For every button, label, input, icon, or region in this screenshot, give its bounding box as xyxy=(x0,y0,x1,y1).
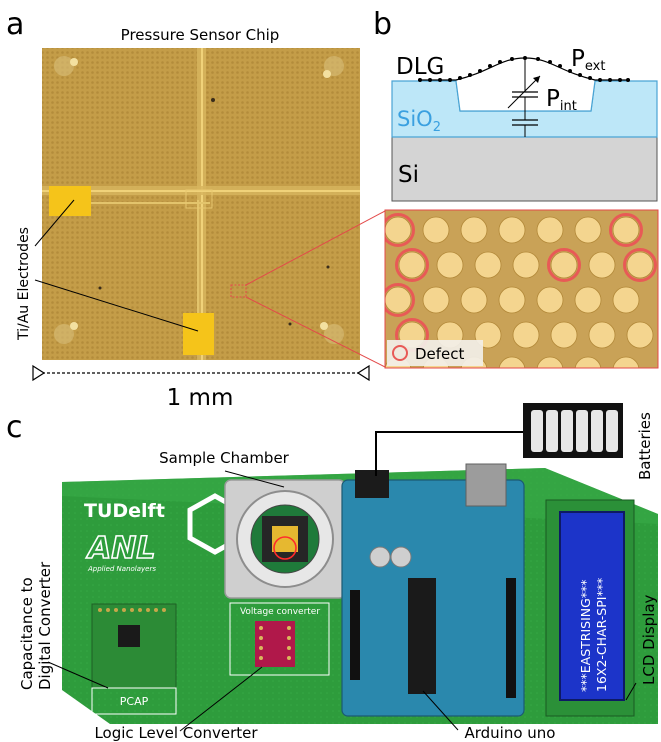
lcd-line1: ***EASTRISING*** xyxy=(578,579,593,692)
cavity xyxy=(536,216,564,244)
voltage-converter-outline xyxy=(229,602,330,676)
si-label: Si xyxy=(398,162,419,188)
sample-chamber-pointer xyxy=(224,470,285,488)
chip-title: Pressure Sensor Chip xyxy=(121,26,280,44)
cavity xyxy=(385,286,412,314)
cavity xyxy=(626,251,654,279)
cavity xyxy=(398,251,426,279)
defect-ring xyxy=(395,248,429,282)
sio2-label: SiO2 xyxy=(397,107,441,135)
sample-chamber-label: Sample Chamber xyxy=(159,449,290,467)
cavity xyxy=(474,251,502,279)
arduino-label: Arduino uno xyxy=(464,724,555,742)
lcd-line2: 16X2-CHAR-SPI*** xyxy=(594,578,609,692)
defect-ring xyxy=(385,213,415,247)
cavity xyxy=(536,286,564,314)
cavity xyxy=(512,251,540,279)
cdc-label-line2: Digital Converter xyxy=(36,561,54,690)
cavity xyxy=(588,251,616,279)
battery-cable xyxy=(375,431,523,476)
batteries-label: Batteries xyxy=(636,412,654,480)
defect-region-marker xyxy=(230,284,247,298)
cavity xyxy=(574,356,602,368)
cavity xyxy=(512,321,540,349)
defect-ring xyxy=(385,283,415,317)
cavity xyxy=(460,286,488,314)
cavity xyxy=(498,356,526,368)
zoom-line-bottom xyxy=(245,296,386,368)
cavity xyxy=(536,356,564,368)
pcap-label: PCAP xyxy=(120,695,149,708)
voltage-converter-label: Voltage converter xyxy=(240,607,320,617)
p-int-label: Pint xyxy=(546,86,577,114)
electrode-pointer-1 xyxy=(34,199,75,247)
cavity xyxy=(612,216,640,244)
cavity xyxy=(574,216,602,244)
scale-label: 1 mm xyxy=(167,385,234,411)
electrode-bottom xyxy=(183,313,214,355)
cavity xyxy=(550,321,578,349)
scale-bar xyxy=(32,364,370,382)
inset-border xyxy=(384,209,659,369)
electrode-pointer-2 xyxy=(34,279,199,332)
panel-b-letter: b xyxy=(373,7,392,42)
sample-chamber xyxy=(224,479,346,599)
electrode-left xyxy=(49,186,91,216)
dlg-label: DLG xyxy=(396,54,444,80)
cavity xyxy=(498,286,526,314)
p-ext-label: Pext xyxy=(571,46,605,74)
cavity xyxy=(422,216,450,244)
cavity xyxy=(550,251,578,279)
anl-logo-subtitle: Applied Nanolayers xyxy=(87,565,156,573)
electrodes-label: Ti/Au Electrodes xyxy=(16,227,32,341)
arduino-pointer xyxy=(422,690,459,731)
zoom-line-top xyxy=(245,210,386,286)
panel-a-letter: a xyxy=(6,7,24,42)
cavity xyxy=(612,356,640,368)
lcd-pointer xyxy=(625,682,637,701)
logic-level-module xyxy=(255,621,295,667)
battery-cells xyxy=(531,410,618,452)
cavity xyxy=(612,286,640,314)
cdc-pointer xyxy=(47,661,109,689)
cavity xyxy=(436,251,464,279)
lcd-display-label: LCD Display xyxy=(640,594,658,685)
anl-logo: ANL xyxy=(86,531,155,566)
defect-label: Defect xyxy=(415,345,465,363)
cavity xyxy=(385,216,412,244)
lcd-module xyxy=(545,499,635,717)
defect-ring xyxy=(609,213,643,247)
cavity xyxy=(626,321,654,349)
cross-section-diagram xyxy=(391,56,658,202)
battery-pack xyxy=(523,403,623,458)
tudelft-logo: TUDelft xyxy=(84,500,165,522)
cavity xyxy=(588,321,616,349)
logic-level-pointer xyxy=(179,666,263,732)
pcap-module xyxy=(91,603,177,715)
arduino-board xyxy=(341,463,525,717)
logic-level-label: Logic Level Converter xyxy=(94,724,258,742)
cdc-label-line1: Capacitance to xyxy=(18,577,36,690)
cavity xyxy=(460,216,488,244)
cavity xyxy=(574,286,602,314)
defect-ring xyxy=(623,248,657,282)
defect-legend xyxy=(387,340,483,366)
cavity xyxy=(422,286,450,314)
defect-ring xyxy=(547,248,581,282)
panel-c-letter: c xyxy=(6,410,23,445)
cavity xyxy=(498,216,526,244)
defect-inset-image xyxy=(385,210,658,368)
